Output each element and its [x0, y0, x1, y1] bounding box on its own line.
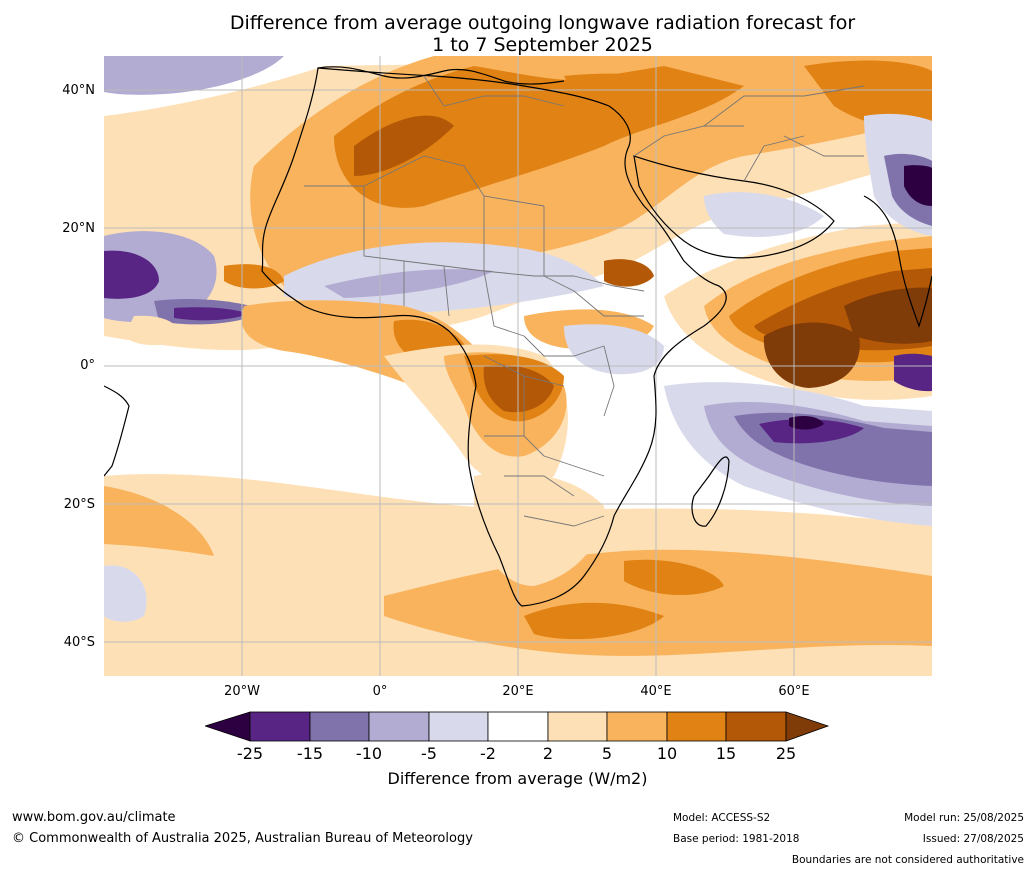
- colorbar-tick: 10: [656, 744, 678, 763]
- anomaly-region: [334, 66, 744, 208]
- colorbar-swatch: [606, 711, 668, 742]
- anomaly-region: [564, 324, 664, 375]
- anomaly-region: [524, 602, 664, 640]
- colorbar-tick: -10: [355, 744, 383, 763]
- colorbar-swatch: [666, 711, 727, 742]
- footer-base-period: Base period: 1981-2018: [673, 833, 800, 845]
- anomaly-region: [604, 259, 654, 287]
- anomaly-region: [104, 250, 159, 299]
- colorbar-tick: -15: [296, 744, 324, 763]
- lat-label: 20°S: [63, 497, 95, 512]
- anomaly-region: [354, 115, 454, 176]
- colorbar-label: Difference from average (W/m2): [387, 769, 648, 788]
- olr-anomaly-map: [104, 56, 932, 676]
- colorbar-tick: 25: [775, 744, 797, 763]
- anomaly-region: [564, 73, 704, 101]
- lon-label: 20°W: [224, 684, 260, 699]
- anomaly-region: [789, 416, 824, 430]
- arabia-coastline: [633, 155, 835, 259]
- anomaly-region: [904, 165, 932, 206]
- anomaly-region: [174, 307, 249, 321]
- country-borders: [304, 75, 865, 527]
- map-panel: [104, 56, 932, 676]
- colorbar-tick: -25: [236, 744, 264, 763]
- colorbar-swatch: [249, 711, 311, 742]
- anomaly-region: [474, 472, 604, 586]
- lat-label: 0°: [80, 358, 95, 373]
- footer-disclaimer: Boundaries are not considered authoritat…: [791, 854, 1024, 866]
- colorbar-tick: 5: [601, 744, 613, 763]
- lat-label: 40°S: [63, 635, 95, 650]
- colorbar-swatch: [205, 711, 251, 742]
- lon-label: 40°E: [640, 684, 672, 699]
- anomaly-region: [104, 565, 147, 622]
- anomaly-region: [324, 269, 494, 298]
- anomaly-region: [624, 559, 724, 596]
- footer-model-run: Model run: 25/08/2025: [904, 812, 1024, 824]
- colorbar-tick: 15: [715, 744, 737, 763]
- lat-label: 40°N: [62, 83, 95, 98]
- anomaly-region: [759, 419, 864, 444]
- madagascar-coastline: [691, 456, 730, 527]
- footer-issued: Issued: 27/08/2025: [922, 833, 1024, 845]
- colorbar-tick: -2: [480, 744, 496, 763]
- colorbar-swatch: [547, 711, 608, 742]
- anomaly-region: [894, 353, 932, 392]
- colorbar-swatch: [368, 711, 430, 742]
- anomaly-region: [224, 264, 284, 289]
- map-title-line-1: Difference from average outgoing longwav…: [229, 12, 856, 34]
- lon-label: 20°E: [502, 684, 534, 699]
- europe-coastline: [317, 66, 565, 85]
- south-america-coastline: [104, 385, 130, 477]
- anomaly-region: [104, 56, 284, 95]
- colorbar-swatch: [428, 711, 489, 742]
- anomaly-region: [124, 315, 180, 346]
- footer-copyright: © Commonwealth of Australia 2025, Austra…: [12, 831, 473, 846]
- footer-url[interactable]: www.bom.gov.au/climate: [12, 810, 176, 825]
- colorbar-tick: -5: [421, 744, 437, 763]
- lon-label: 60°E: [778, 684, 810, 699]
- anomaly-region: [763, 322, 860, 388]
- colorbar-tick: 2: [542, 744, 554, 763]
- lat-label: 20°N: [62, 221, 95, 236]
- graticule: [104, 56, 932, 676]
- lon-label: 0°: [372, 684, 388, 699]
- footer-model: Model: ACCESS-S2: [673, 812, 771, 824]
- anomaly-region: [483, 364, 554, 413]
- colorbar-swatch: [309, 711, 370, 742]
- india-coastline: [863, 195, 932, 328]
- colorbar-swatch: [785, 711, 830, 742]
- map-title-line-2: 1 to 7 September 2025: [432, 34, 653, 56]
- colorbar-swatch: [487, 711, 549, 742]
- colorbar-swatch: [725, 711, 787, 742]
- africa-coastline: [261, 67, 727, 607]
- colorbar: [205, 711, 830, 742]
